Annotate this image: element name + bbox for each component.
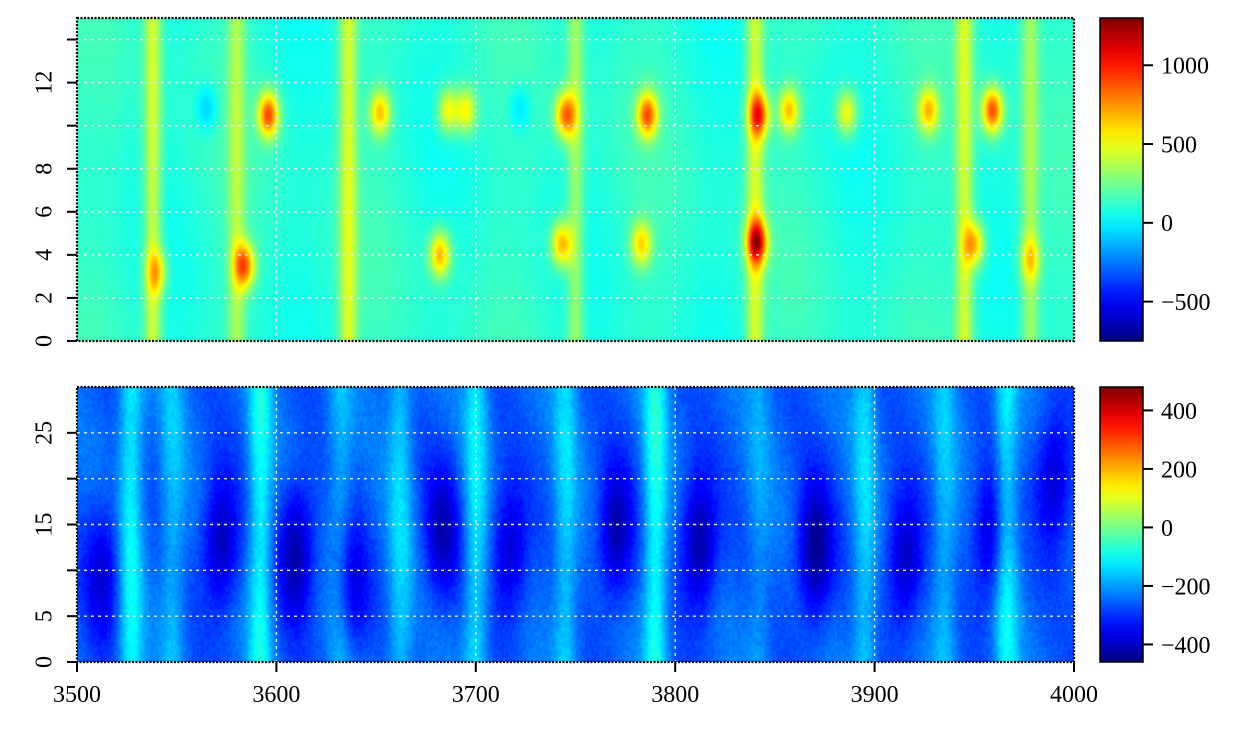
colorbar-tick-label: 0: [1161, 516, 1173, 542]
y-tick-label: 25: [31, 421, 57, 445]
x-tick-label: 3600: [252, 682, 300, 708]
y-tick-label: 2: [31, 292, 57, 304]
y-tick-label: 0: [31, 335, 57, 347]
y-tick-label: 5: [31, 610, 57, 622]
y-tick-label: 8: [31, 163, 57, 175]
x-tick-label: 3500: [53, 682, 101, 708]
colorbar-tick-label: 500: [1161, 132, 1197, 158]
y-tick-label: 15: [31, 513, 57, 537]
colorbar-tick-label: −500: [1161, 290, 1211, 316]
colorbar: [1099, 17, 1144, 342]
colorbar-tick-label: 0: [1161, 211, 1173, 237]
colorbar-tick-label: −200: [1161, 574, 1211, 600]
x-tick-label: 3800: [651, 682, 699, 708]
y-tick-label: 0: [31, 656, 57, 668]
x-tick-label: 4000: [1050, 682, 1098, 708]
y-tick-label: 12: [31, 71, 57, 95]
colorbar-tick-label: −400: [1161, 633, 1211, 659]
colorbar-tick-label: 200: [1161, 457, 1197, 483]
heatmap-raster: [77, 18, 1074, 341]
x-tick-label: 3700: [452, 682, 500, 708]
colorbar-tick-label: 400: [1161, 399, 1197, 425]
top-heatmap-panel: 0 2 4 6 8 12 −500 0 500 1000: [31, 16, 1211, 347]
x-tick-label: 3900: [851, 682, 899, 708]
y-tick-label: 6: [31, 206, 57, 218]
y-tick-label: 4: [31, 249, 57, 261]
colorbar: [1099, 386, 1144, 663]
bottom-heatmap-panel: 0 5 15 25 3500 3600 3700 3800 3900 4000 −400 −200 0 2…: [31, 385, 1211, 708]
plot-frame: [75, 16, 1076, 343]
colorbar-tick-label: 1000: [1161, 54, 1209, 80]
